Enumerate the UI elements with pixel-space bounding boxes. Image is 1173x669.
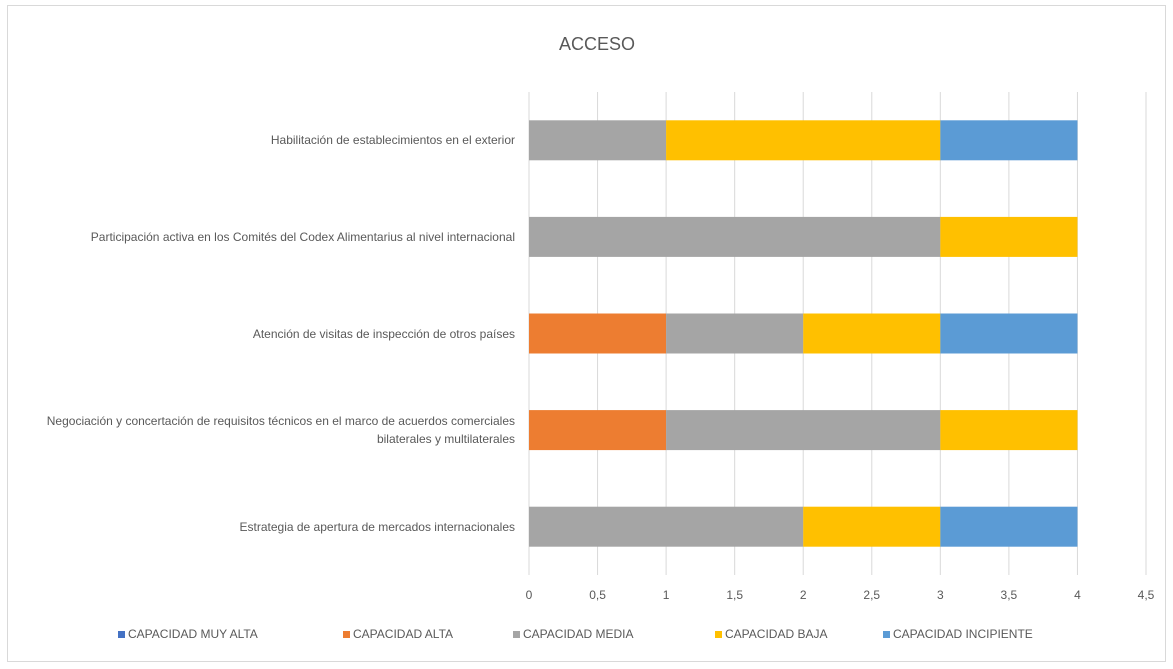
y-tick-label: Negociación y concertación de requisitos… (46, 414, 515, 447)
legend-label: CAPACIDAD BAJA (725, 627, 827, 641)
bar-segment (940, 120, 1078, 161)
legend-label: CAPACIDAD MUY ALTA (128, 627, 258, 641)
bar-segment (666, 120, 941, 161)
y-tick-label: Estrategia de apertura de mercados inter… (239, 519, 516, 534)
bar-segment (940, 313, 1078, 354)
y-tick-label: Habilitación de establecimientos en el e… (270, 133, 515, 148)
bar-segment (529, 506, 804, 547)
legend-label: CAPACIDAD MEDIA (523, 627, 633, 641)
bar-segment (529, 216, 941, 257)
bar-segment (803, 313, 941, 354)
bar-segment (529, 313, 667, 354)
x-tick-label: 1 (663, 588, 670, 602)
bar-segment (529, 120, 667, 161)
y-tick-label: Participación activa en los Comités del … (90, 229, 515, 244)
x-tick-label: 3 (937, 588, 944, 602)
legend-swatch (715, 631, 722, 638)
bar-segment (940, 410, 1078, 451)
x-tick-label: 4,5 (1138, 588, 1155, 602)
x-tick-label: 2,5 (863, 588, 880, 602)
x-tick-label: 3,5 (1001, 588, 1018, 602)
x-tick-label: 4 (1074, 588, 1081, 602)
x-tick-label: 0,5 (589, 588, 606, 602)
legend-swatch (118, 631, 125, 638)
x-tick-label: 0 (526, 588, 533, 602)
bar-segment (803, 506, 941, 547)
legend-label: CAPACIDAD ALTA (353, 627, 453, 641)
bar-segment (666, 410, 941, 451)
legend-swatch (883, 631, 890, 638)
bar-segment (940, 216, 1078, 257)
legend-label: CAPACIDAD INCIPIENTE (893, 627, 1033, 641)
bar-segment (529, 410, 667, 451)
legend-swatch (513, 631, 520, 638)
legend-swatch (343, 631, 350, 638)
chart-title: ACCESO (559, 34, 635, 54)
x-tick-label: 2 (800, 588, 807, 602)
bar-segment (666, 313, 804, 354)
y-tick-label: Atención de visitas de inspección de otr… (252, 326, 515, 341)
bar-segment (940, 506, 1078, 547)
x-tick-label: 1,5 (726, 588, 743, 602)
